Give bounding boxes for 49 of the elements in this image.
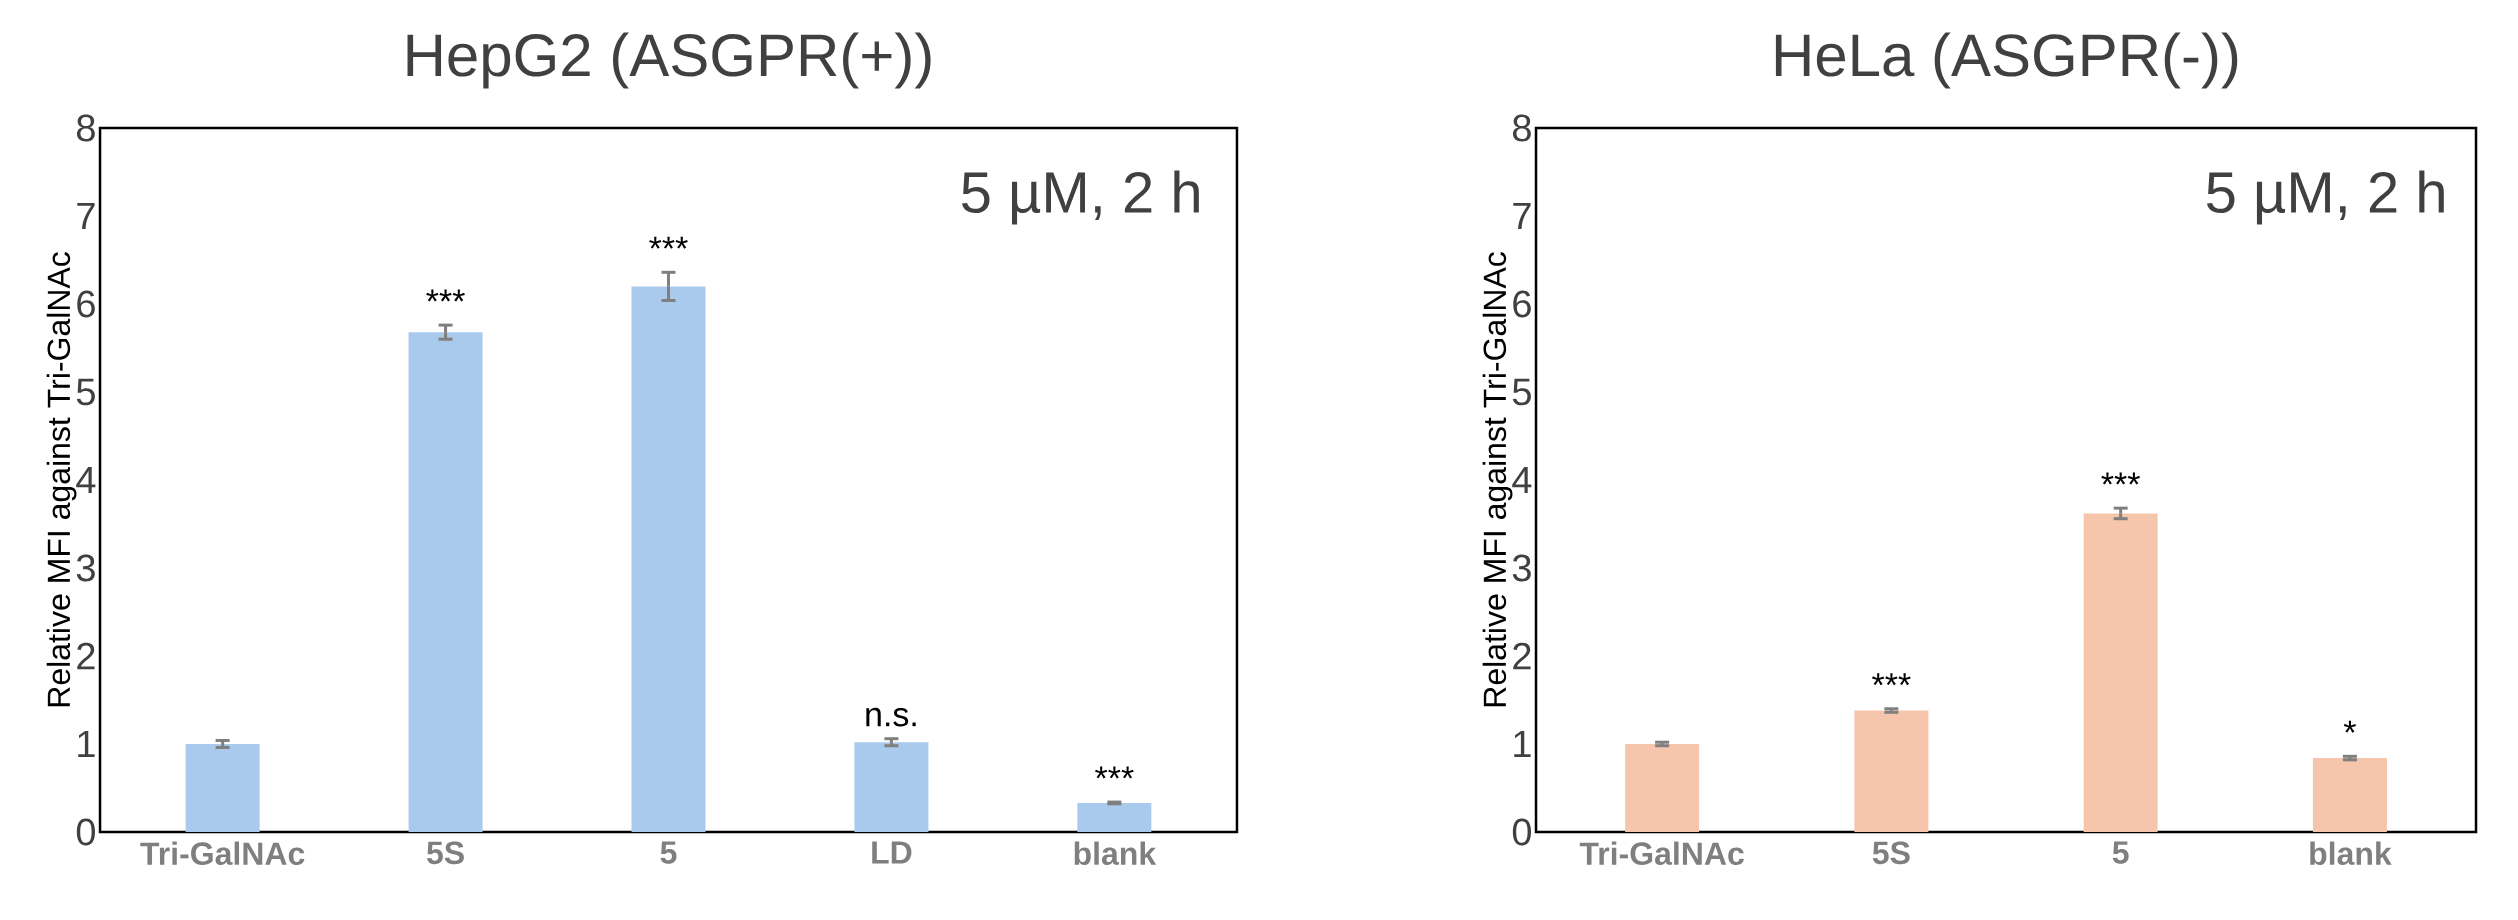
y-tick-label: 2 (77, 642, 95, 670)
x-tick-label: 5S (426, 841, 464, 865)
y-tick-label: 3 (1512, 554, 1531, 582)
x-tick-label: Tri-GalNAc (1579, 841, 1744, 866)
chart-title: HepG2 (ASGPR(+)) (407, 32, 931, 89)
y-tick-label: 6 (77, 290, 95, 318)
y-tick-label: 8 (77, 114, 95, 142)
annotation: 5 µM, 2 h (2206, 170, 2444, 225)
x-tick-label: 5 (660, 841, 677, 864)
y-tick-label: 4 (76, 466, 96, 494)
annotation: *** (1095, 766, 1134, 779)
y-tick-label: 7 (77, 202, 95, 230)
annotation: *** (649, 236, 688, 249)
y-tick-label: 4 (1512, 466, 1532, 494)
y-tick-label: 0 (1512, 818, 1531, 846)
x-tick-label: Tri-GalNAc (140, 841, 305, 866)
y-tick-label: 5 (76, 378, 95, 406)
bar (185, 743, 260, 832)
annotation: *** (2101, 472, 2140, 485)
bar (854, 742, 929, 832)
y-tick-label: 5 (1512, 378, 1531, 406)
y-tick-label: 2 (1513, 642, 1531, 670)
y-tick-label: 0 (76, 818, 95, 846)
annotation: n.s. (866, 707, 916, 727)
y-tick-label: 1 (78, 730, 95, 758)
bar (1625, 743, 1700, 832)
y-tick-label: 7 (1513, 202, 1531, 230)
bar (2083, 513, 2158, 832)
bar (408, 332, 483, 832)
bar (2312, 758, 2387, 832)
y-axis-title: Relative MFI against Tri-GalNAc (1482, 252, 1513, 707)
y-tick-label: 1 (1514, 730, 1531, 758)
y-tick-label: 8 (1513, 114, 1531, 142)
bar (631, 286, 706, 832)
annotation: 5 µM, 2 h (962, 170, 1199, 225)
y-axis-title: Relative MFI against Tri-GalNAc (46, 252, 77, 707)
bar (1854, 710, 1929, 832)
x-tick-label: 5 (2112, 841, 2129, 864)
annotation: * (2343, 720, 2357, 733)
x-tick-label: 5S (1872, 841, 1910, 865)
y-tick-label: 3 (76, 554, 95, 582)
x-tick-label: LD (872, 841, 912, 864)
annotation: *** (426, 289, 465, 302)
y-tick-label: 6 (1513, 290, 1531, 318)
bar (1077, 802, 1152, 832)
chart-title: HeLa (ASGPR(-)) (1775, 32, 2238, 89)
x-tick-label: blank (1074, 841, 1157, 866)
x-tick-label: blank (2310, 841, 2392, 866)
annotation: *** (1872, 673, 1911, 686)
